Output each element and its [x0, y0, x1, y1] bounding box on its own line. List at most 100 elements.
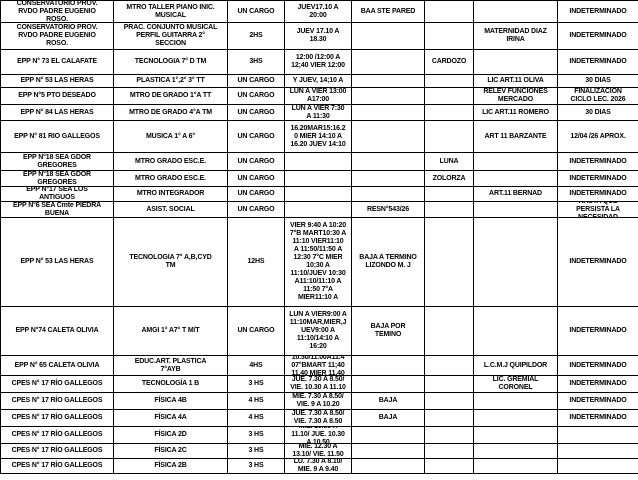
- cell-text: JUE. 7.30 A 8.50/ VIE. 10.30 A 11.10: [290, 376, 346, 392]
- table-row: CPES N° 17 RÍO GALLEGOS FÍSICA 4B 4 HS MIE.…: [0, 392, 638, 410]
- table-row: EPP N° 73 EL CALAFATE TECNOLOGIA 7° D TM 3…: [0, 49, 638, 75]
- cell-license: [473, 458, 558, 474]
- cell-license: LIC ART.11 OLIVA: [473, 74, 558, 88]
- cell-text: CPES N° 17 RÍO GALLEGOS: [11, 462, 103, 469]
- cell-allocation: 3 HS: [227, 426, 285, 444]
- cell-text: LUN A VIER 13:00 A17:00: [289, 88, 347, 104]
- cell-note_b: LUNA: [424, 152, 474, 171]
- cell-text: LU. 7.30 A 8.10/ MIE. 9 A 9.40: [293, 459, 343, 473]
- cell-text: MTRO GRADO ESC.E.: [135, 157, 206, 165]
- cell-note_a: [351, 186, 425, 202]
- cell-text: 2HS: [249, 32, 263, 39]
- cell-schedule: JUE. 7.30 A 8.50/ VIE. 7.30 A 8.50: [284, 409, 352, 427]
- cell-school: CPES N° 17 RÍO GALLEGOS: [0, 409, 114, 427]
- cell-text: L.C.M.J QUIPILDOR: [483, 361, 548, 369]
- cell-license: [473, 409, 558, 427]
- cell-text: UN CARGO: [237, 190, 275, 197]
- cell-schedule: 16.20MAR15:16.2 0 MIER 14:10 A 16.20 JUE…: [284, 120, 352, 153]
- cell-text: INDETERMINADO: [569, 380, 627, 387]
- cell-position: FÍSICA 2D: [113, 426, 228, 444]
- cell-note_b: [424, 392, 474, 410]
- cell-text: CPES N° 17 RÍO GALLEGOS: [11, 431, 103, 438]
- cell-schedule: Y JUEV, 14;10 A: [284, 74, 352, 88]
- cell-note_a: BAJA POR TEMINO: [351, 306, 425, 356]
- cell-text: 4 HS: [248, 414, 264, 421]
- cell-text: [286, 188, 351, 201]
- cell-term: INDETERMINADO: [557, 375, 638, 393]
- cell-text: [475, 394, 557, 409]
- cell-text: EPP N° 84 LAS HERAS: [20, 108, 94, 116]
- cell-text: 10.30/11.00A11.4 07°BMART 11;40 11.40 MI…: [291, 356, 345, 375]
- cell-note_b: [424, 217, 474, 307]
- cell-text: JUEV 17.10 A 18.30: [296, 28, 340, 43]
- cell-text: MUSICA 1° A 6°: [145, 132, 195, 140]
- cell-schedule: 10.30/11.00A11.4 07°BMART 11;40 11.40 MI…: [284, 355, 352, 376]
- cell-allocation: UN CARGO: [227, 201, 285, 218]
- cell-text: UN CARGO: [237, 77, 275, 84]
- cell-text: 30 DIAS: [585, 77, 611, 84]
- cell-text: BAJA: [378, 414, 398, 421]
- cell-text: EPP N° 53 LAS HERAS: [20, 258, 94, 265]
- cell-schedule: LUN A VIER 7:30 A 11:30: [284, 104, 352, 121]
- cell-position: PLASTICA 1°,2° 3° TT: [113, 74, 228, 88]
- cell-text: BAJA POR TEMINO: [370, 323, 406, 338]
- cell-term: FINALIZACION CICLO LEC. 2026: [557, 87, 638, 105]
- cell-text: FÍSICA 2D: [154, 431, 187, 438]
- table-row: EPP N°17 SEA LOS ANTIGUOS MTRO INTEGRADOR…: [0, 186, 638, 202]
- cell-text: 12:00 /12:00 A 12;40 VIER 12:00: [291, 54, 345, 69]
- cell-text: EPP N°17 SEA LOS ANTIGUOS: [26, 187, 88, 201]
- cell-term: INDETERMINADO: [557, 22, 638, 50]
- cell-text: EDUC.ART. PLASTICA 7°AYB: [134, 357, 207, 373]
- cell-school: EPP N° 53 LAS HERAS: [0, 74, 114, 88]
- cell-text: 4 HS: [248, 397, 264, 404]
- cell-text: INDETERMINADO: [569, 361, 627, 369]
- cell-term: INDETERMINADO: [557, 186, 638, 202]
- cell-license: [473, 306, 558, 356]
- cell-school: EPP N°18 SEA GDOR GREGORES: [0, 152, 114, 171]
- cell-position: MUSICA 1° A 6°: [113, 120, 228, 153]
- cell-text: [475, 219, 557, 306]
- cell-text: TECNOLOGIA 7° D TM: [134, 58, 207, 65]
- cell-text: [426, 188, 473, 201]
- cell-text: CPES N° 17 RÍO GALLEGOS: [11, 414, 103, 421]
- cell-position: TECNOLOGIA 7° D TM: [113, 49, 228, 75]
- cell-license: [473, 392, 558, 410]
- cell-schedule: JUEV 17.10 A 18.30: [284, 22, 352, 50]
- cell-text: 4HS: [249, 361, 263, 369]
- cell-license: [473, 170, 558, 187]
- cell-text: EPP N°6 SEA Cmte PIEDRA BUENA: [12, 202, 102, 217]
- cell-text: CARDOZO: [431, 58, 467, 65]
- cell-text: EPP N° 65 CALETA OLIVIA: [14, 361, 100, 369]
- cell-schedule: [284, 201, 352, 218]
- cell-text: [559, 460, 638, 473]
- cell-text: LIC ART.11 OLIVA: [487, 77, 544, 84]
- cell-text: 16.20MAR15:16.2 0 MIER 14:10 A 16.20 JUE…: [290, 124, 346, 148]
- cell-text: MTRO GRADO ESC.E.: [135, 174, 206, 182]
- cell-schedule: LUN A VIER9:00 A 11:10MAR,MIER,J UEV9:00…: [284, 306, 352, 356]
- cell-note_a: [351, 426, 425, 444]
- cell-note_b: [424, 443, 474, 459]
- cell-text: [353, 172, 424, 186]
- cell-note_b: [424, 74, 474, 88]
- cell-text: 3 HS: [248, 462, 264, 469]
- cell-text: [426, 394, 473, 409]
- cell-text: LUNA: [439, 157, 459, 165]
- cell-text: HASTA QUE PERSISTA LA NECESIDAD: [576, 203, 620, 217]
- cell-allocation: 4 HS: [227, 409, 285, 427]
- cell-school: CONSERVATORIO PROV. RVDO PADRE EUGENIO R…: [0, 22, 114, 50]
- cell-text: VIER 9:40 A 10:20 7°B MART10:30 A 11:10 …: [289, 222, 347, 301]
- cell-note_a: BAJA: [351, 392, 425, 410]
- cell-school: EPP N° 84 LAS HERAS: [0, 104, 114, 121]
- cell-license: ART 11 BARZANTE: [473, 120, 558, 153]
- cell-position: FÍSICA 2B: [113, 458, 228, 474]
- cell-text: CONSERVATORIO PROV. RVDO PADRE EUGENIO R…: [16, 1, 98, 22]
- cell-text: [353, 76, 424, 87]
- cell-allocation: 3 HS: [227, 458, 285, 474]
- cell-text: ART.11 BERNAD: [489, 190, 542, 197]
- table-row: CPES N° 17 RÍO GALLEGOS FÍSICA 2C 3 HS MIE.…: [0, 443, 638, 459]
- cell-note_b: [424, 22, 474, 50]
- cell-note_a: [351, 22, 425, 50]
- cell-license: [473, 443, 558, 459]
- cell-text: [353, 122, 424, 152]
